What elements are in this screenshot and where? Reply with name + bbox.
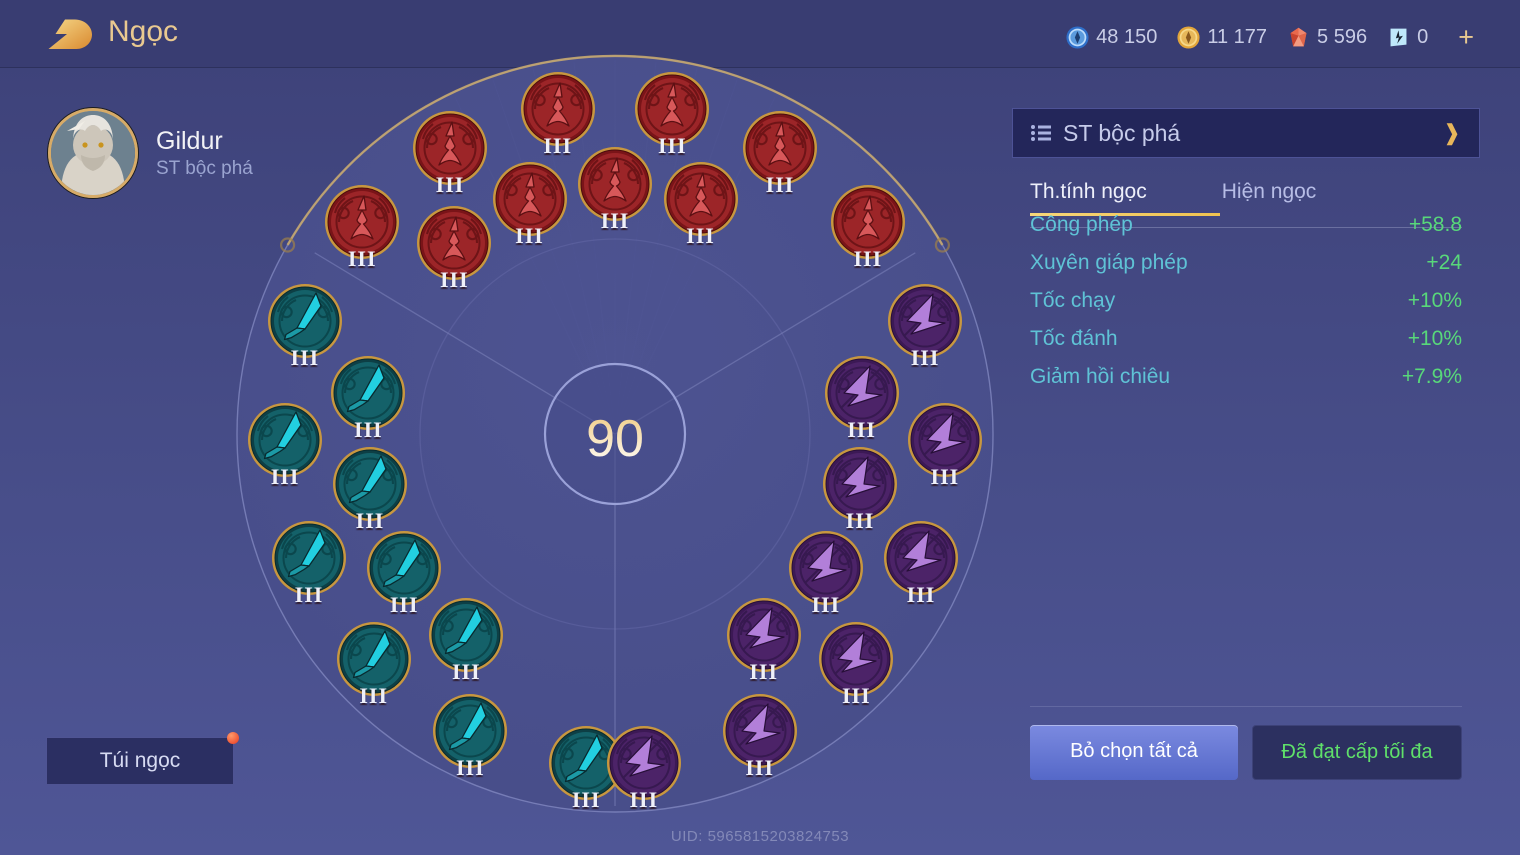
svg-text:90: 90	[586, 410, 644, 468]
